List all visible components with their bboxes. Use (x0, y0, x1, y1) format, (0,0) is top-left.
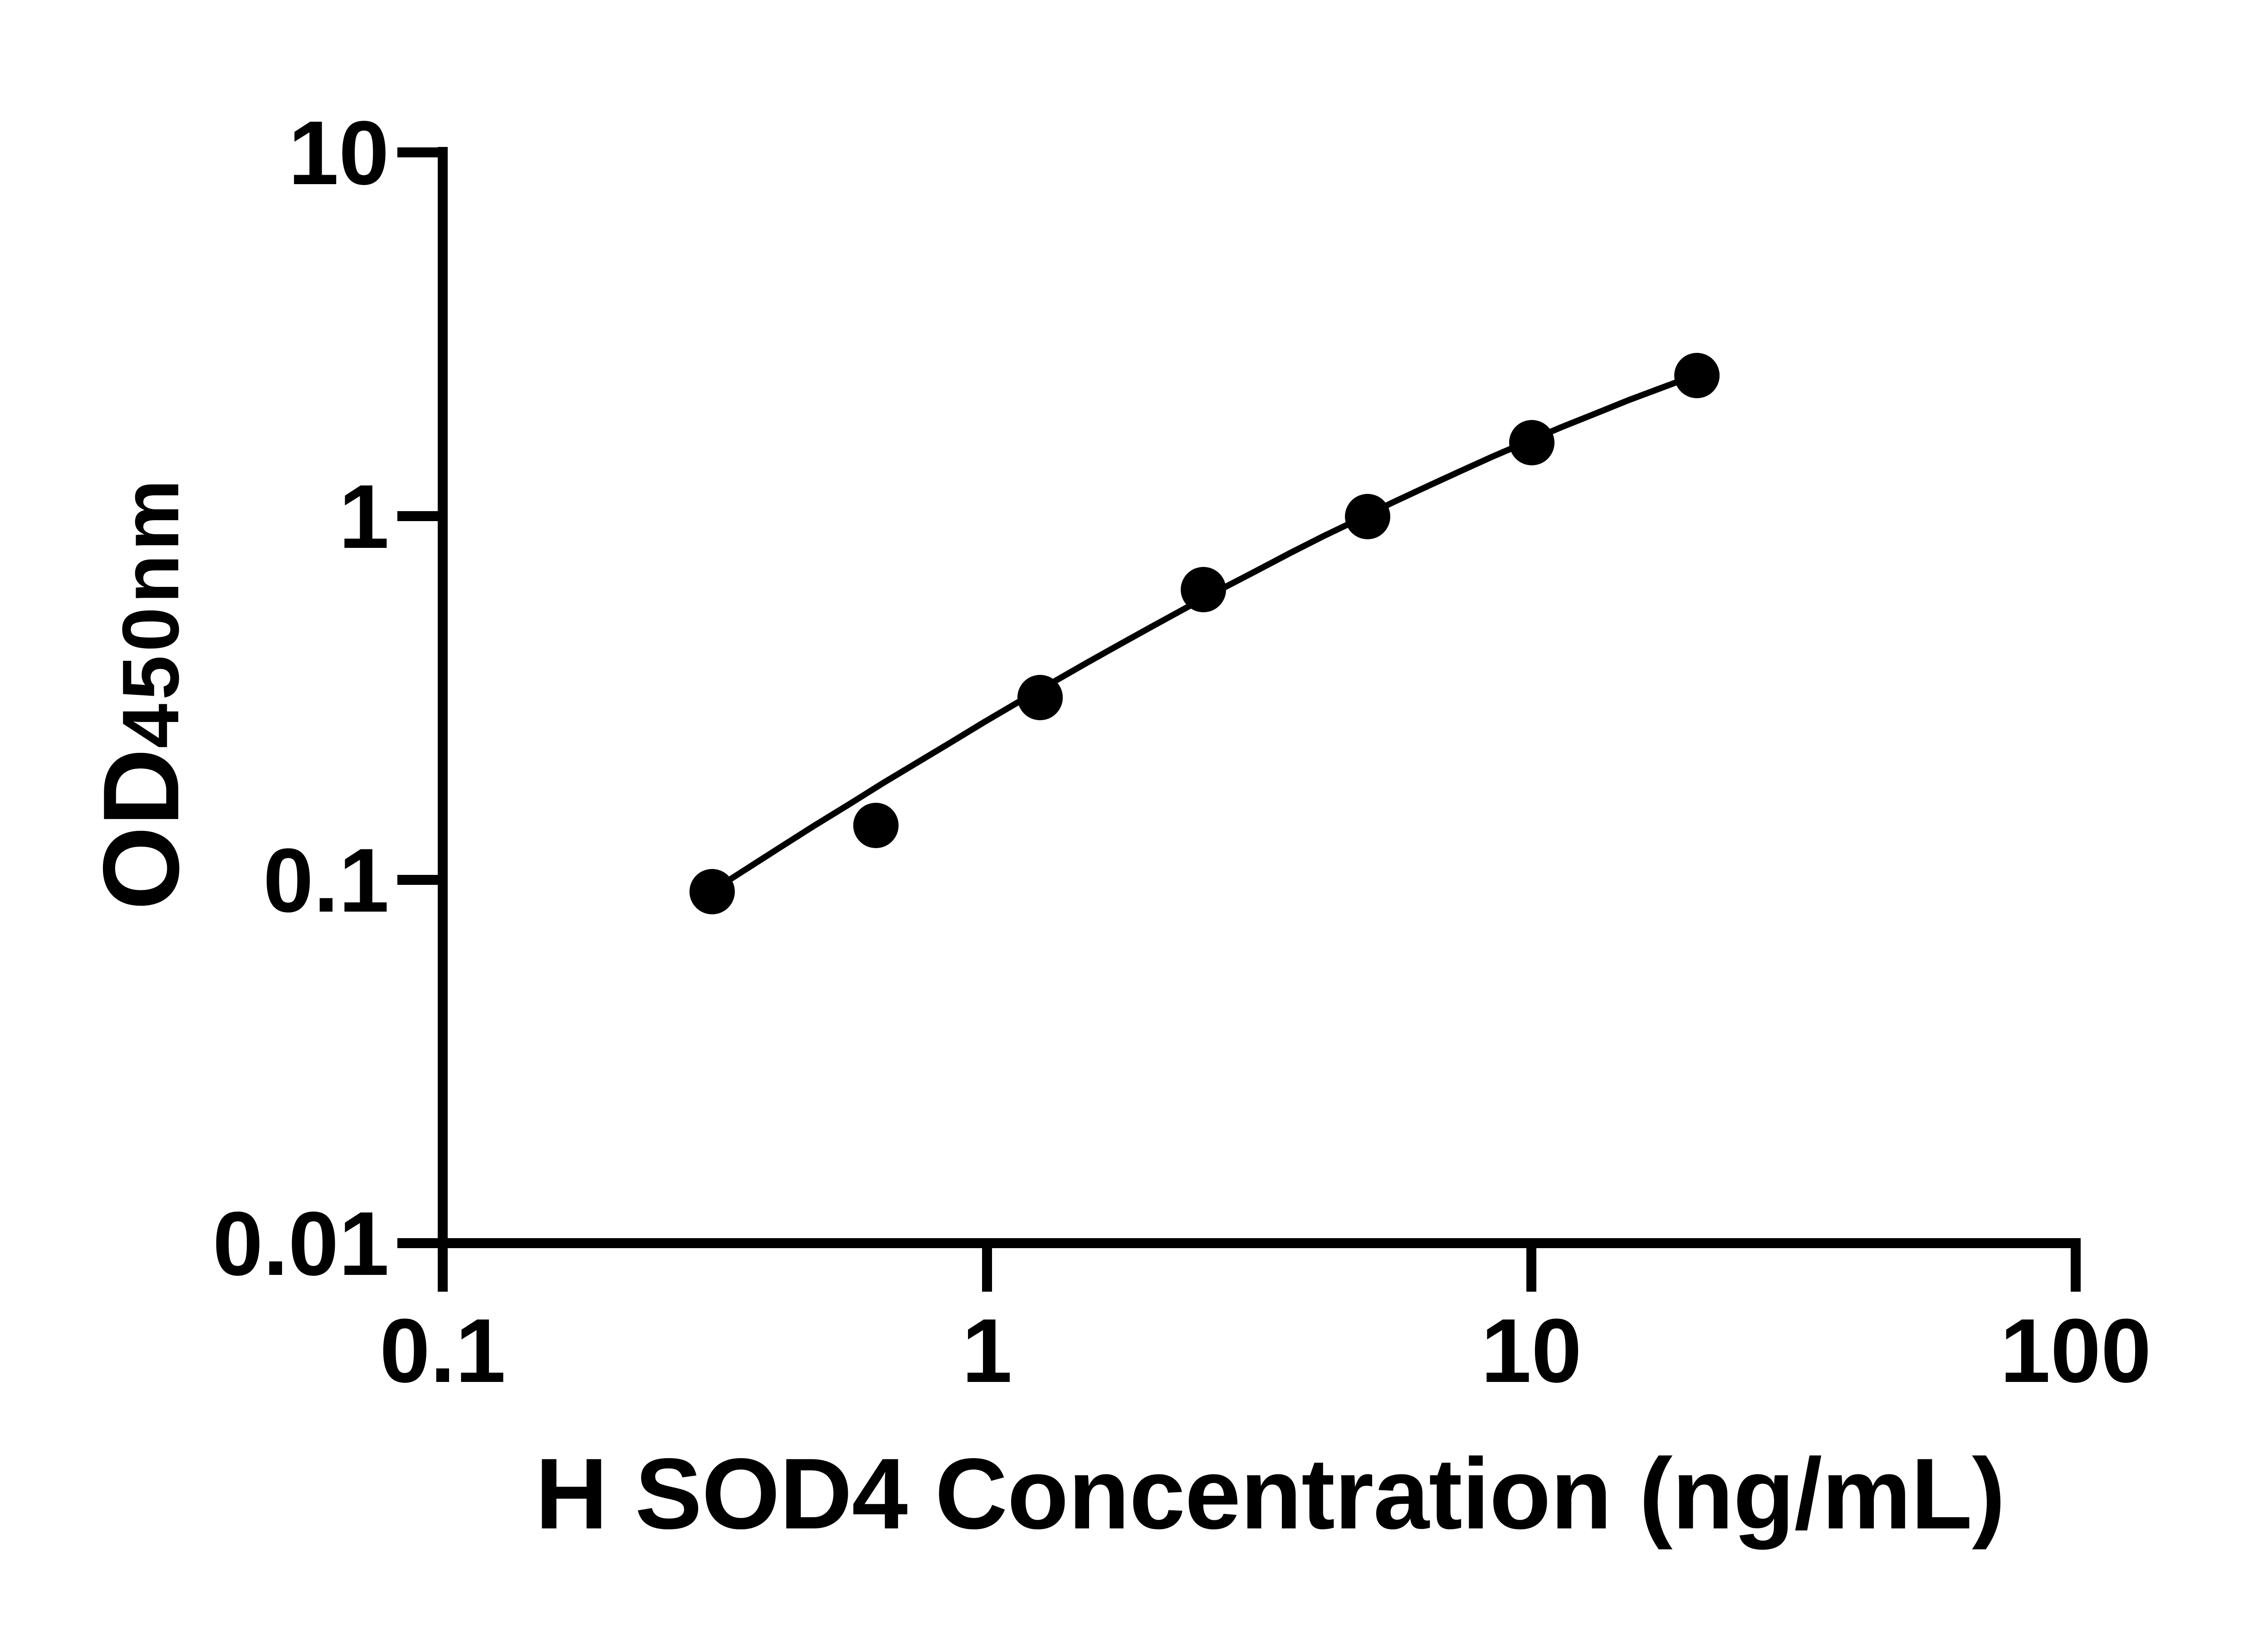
svg-text:10: 10 (288, 102, 389, 204)
svg-text:0.1: 0.1 (380, 1300, 506, 1401)
svg-text:100: 100 (2000, 1300, 2151, 1401)
svg-text:0.01: 0.01 (213, 1193, 389, 1294)
svg-text:0.1: 0.1 (263, 830, 389, 931)
svg-text:10: 10 (1481, 1300, 1582, 1401)
svg-text:H SOD4 Concentration (ng/mL): H SOD4 Concentration (ng/mL) (535, 1438, 2005, 1550)
svg-text:1: 1 (962, 1300, 1012, 1401)
svg-text:1: 1 (339, 466, 389, 567)
